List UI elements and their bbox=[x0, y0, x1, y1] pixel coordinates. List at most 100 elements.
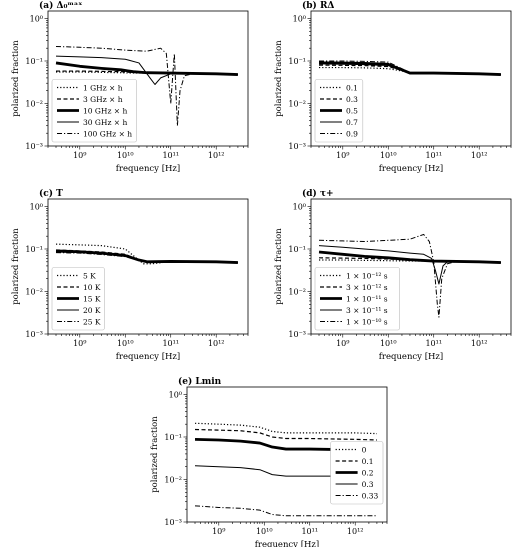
x-tick-label: 10¹¹ bbox=[162, 339, 179, 348]
series-line-d-3 bbox=[318, 245, 501, 285]
y-axis-label: polarized fraction bbox=[274, 228, 284, 305]
y-tick-label: 10⁻³ bbox=[25, 142, 43, 151]
y-tick-label: 10⁻³ bbox=[164, 518, 182, 527]
legend-box bbox=[51, 79, 137, 143]
axes-frame-d bbox=[310, 198, 512, 335]
series-line-a-1 bbox=[56, 70, 238, 76]
y-axis-label: polarized fraction bbox=[274, 40, 284, 117]
x-tick-label: 10¹¹ bbox=[162, 151, 179, 160]
x-axis-label: frequency [Hz] bbox=[379, 352, 443, 362]
x-axis-label: frequency [Hz] bbox=[116, 164, 180, 174]
legend: 1 × 10⁻¹² s 3 × 10⁻¹² s 1 × 10⁻¹¹ s 3 × 10⁻… bbox=[314, 267, 400, 331]
legend-label: 0.33 bbox=[362, 491, 379, 500]
series-line-c-4 bbox=[56, 252, 238, 264]
panel-c: 10⁹ 10¹⁰ 10¹¹ 10¹² 10⁻³ 10⁻² 10⁻¹ 10⁰ frequency … bbox=[11, 188, 249, 362]
x-tick-label: 10¹² bbox=[471, 339, 488, 348]
legend: 5 K 10 K 15 K 20 K 25 K bbox=[51, 267, 105, 331]
legend-label: 1 GHz × h bbox=[83, 83, 123, 92]
legend-label: 0.7 bbox=[346, 118, 358, 127]
y-tick-label: 10⁰ bbox=[293, 14, 306, 23]
x-tick-label: 10⁹ bbox=[336, 151, 350, 160]
legend-label: 3 × 10⁻¹¹ s bbox=[346, 306, 388, 315]
y-tick-label: 10⁻¹ bbox=[25, 57, 43, 66]
legend-label: 0 bbox=[362, 445, 367, 454]
axes-frame-a bbox=[47, 10, 249, 147]
x-tick-label: 10¹⁰ bbox=[117, 151, 134, 160]
legend-box bbox=[314, 267, 400, 331]
panel-title: (e) Lmin bbox=[178, 376, 222, 387]
legend-label: 0.5 bbox=[346, 106, 358, 115]
panel-e: 10⁹ 10¹⁰ 10¹¹ 10¹² 10⁻³ 10⁻² 10⁻¹ 10⁰ frequency … bbox=[150, 376, 388, 547]
axes-frame-c bbox=[47, 198, 249, 335]
x-tick-label: 10¹⁰ bbox=[380, 151, 397, 160]
y-tick-label: 10⁻¹ bbox=[164, 433, 182, 442]
legend-label: 5 K bbox=[83, 271, 96, 280]
x-tick-label: 10¹⁰ bbox=[380, 339, 397, 348]
x-tick-label: 10¹¹ bbox=[425, 151, 442, 160]
axes-frame-e bbox=[186, 386, 388, 523]
x-tick-label: 10¹² bbox=[471, 151, 488, 160]
series-line-d-0 bbox=[319, 259, 501, 264]
panel-title: (c) T bbox=[39, 188, 63, 199]
legend-label: 0.1 bbox=[346, 83, 358, 92]
y-tick-label: 10⁰ bbox=[30, 14, 43, 23]
x-tick-label: 10¹² bbox=[208, 151, 225, 160]
y-tick-label: 10⁰ bbox=[169, 390, 182, 399]
series-line-e-4 bbox=[194, 505, 377, 517]
x-tick-label: 10¹⁰ bbox=[256, 527, 273, 536]
legend-label: 3 GHz × h bbox=[83, 95, 123, 104]
y-tick-label: 10⁻² bbox=[288, 99, 306, 108]
legend-label: 0.2 bbox=[362, 468, 374, 477]
y-tick-label: 10⁻¹ bbox=[288, 245, 306, 254]
y-tick-label: 10⁻² bbox=[164, 475, 182, 484]
series-line-e-0 bbox=[194, 422, 377, 435]
y-tick-label: 10⁰ bbox=[293, 202, 306, 211]
y-tick-label: 10⁻³ bbox=[288, 330, 306, 339]
panel-title: (a) Δ₀ᵐᵃˣ bbox=[39, 0, 82, 11]
panel-title: (d) τ+ bbox=[302, 188, 334, 199]
panel-d: 10⁹ 10¹⁰ 10¹¹ 10¹² 10⁻³ 10⁻² 10⁻¹ 10⁰ frequency … bbox=[274, 188, 512, 362]
series-line-d-4 bbox=[318, 233, 501, 318]
y-tick-label: 10⁻¹ bbox=[25, 245, 43, 254]
legend-label: 25 K bbox=[83, 317, 101, 326]
y-axis-label: polarized fraction bbox=[11, 228, 21, 305]
x-axis-label: frequency [Hz] bbox=[116, 352, 180, 362]
x-axis-label: frequency [Hz] bbox=[379, 164, 443, 174]
y-tick-label: 10⁻¹ bbox=[288, 57, 306, 66]
series-line-b-4 bbox=[319, 60, 501, 76]
legend-label: 0.1 bbox=[362, 457, 374, 466]
axes-frame-b bbox=[310, 10, 512, 147]
y-axis-label: polarized fraction bbox=[11, 40, 21, 117]
y-tick-label: 10⁻² bbox=[288, 287, 306, 296]
panel-title: (b) RΔ bbox=[302, 0, 334, 11]
y-tick-label: 10⁻² bbox=[25, 287, 43, 296]
legend-label: 1 × 10⁻¹⁰ s bbox=[346, 317, 388, 326]
series-line-a-4 bbox=[55, 45, 238, 127]
x-tick-label: 10⁹ bbox=[73, 339, 87, 348]
panel-a: 10⁹ 10¹⁰ 10¹¹ 10¹² 10⁻³ 10⁻² 10⁻¹ 10⁰ frequency … bbox=[11, 0, 249, 174]
series-line-e-1 bbox=[194, 428, 377, 441]
panel-b: 10⁹ 10¹⁰ 10¹¹ 10¹² 10⁻³ 10⁻² 10⁻¹ 10⁰ frequency … bbox=[274, 0, 512, 174]
y-tick-label: 10⁻³ bbox=[25, 330, 43, 339]
legend: 0 0.1 0.2 0.3 0.33 bbox=[330, 441, 384, 505]
legend-label: 0.9 bbox=[346, 129, 358, 138]
series-line-a-2 bbox=[55, 61, 238, 76]
y-axis-label: polarized fraction bbox=[150, 416, 160, 493]
legend-label: 1 × 10⁻¹¹ s bbox=[346, 294, 388, 303]
x-axis-label: frequency [Hz] bbox=[255, 540, 319, 547]
x-tick-label: 10⁹ bbox=[73, 151, 87, 160]
x-tick-label: 10⁹ bbox=[336, 339, 350, 348]
legend-label: 1 × 10⁻¹² s bbox=[346, 271, 388, 280]
x-tick-label: 10¹² bbox=[347, 527, 364, 536]
legend-label: 30 GHz × h bbox=[83, 118, 127, 127]
legend-label: 10 GHz × h bbox=[83, 106, 127, 115]
y-tick-label: 10⁻² bbox=[25, 99, 43, 108]
y-tick-label: 10⁰ bbox=[30, 202, 43, 211]
x-tick-label: 10¹¹ bbox=[301, 527, 318, 536]
legend-label: 3 × 10⁻¹² s bbox=[346, 283, 388, 292]
legend-label: 100 GHz × h bbox=[83, 129, 132, 138]
legend: 1 GHz × h 3 GHz × h 10 GHz × h 30 GHz × h 10… bbox=[51, 79, 137, 143]
legend-label: 0.3 bbox=[346, 95, 358, 104]
legend: 0.1 0.3 0.5 0.7 0.9 bbox=[314, 79, 364, 143]
